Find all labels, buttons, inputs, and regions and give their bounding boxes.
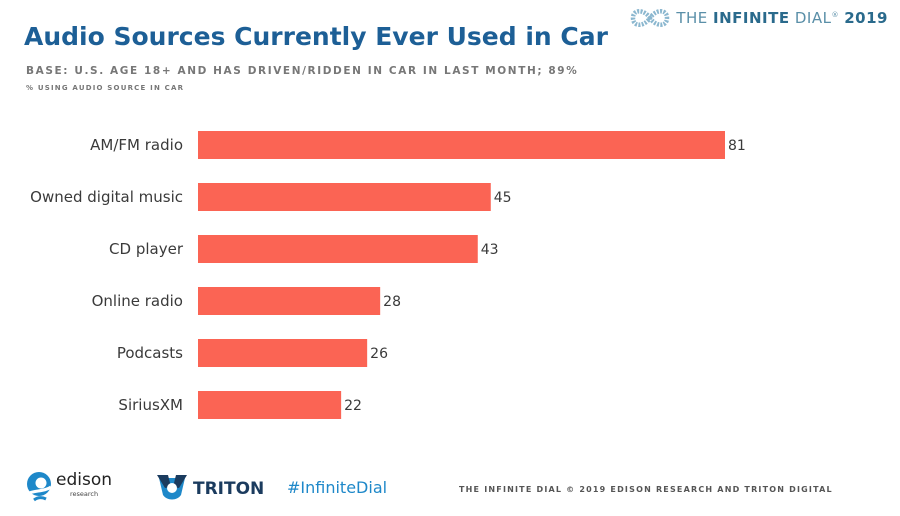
value-label: 45 xyxy=(494,190,512,206)
hashtag-link[interactable]: #InfiniteDial xyxy=(287,478,388,497)
category-label: Owned digital music xyxy=(30,188,183,206)
bar-chart: AM/FM radio 81 Owned digital music 45 CD pla… xyxy=(30,131,746,419)
bar-owned-digital-music xyxy=(198,183,491,211)
edison-logo-icon xyxy=(26,472,52,502)
bar-siriusxm xyxy=(198,391,342,419)
category-label: Podcasts xyxy=(117,344,183,362)
copyright-text: THE INFINITE DIAL © 2019 EDISON RESEARCH… xyxy=(459,485,833,494)
value-label: 26 xyxy=(370,346,388,362)
category-label: CD player xyxy=(109,240,184,258)
edison-logo: edison research xyxy=(24,468,112,502)
chart-base-note: BASE: U.S. AGE 18+ AND HAS DRIVEN/RIDDEN… xyxy=(26,65,579,77)
triton-wordmark: TRITON xyxy=(193,479,265,499)
value-label: 81 xyxy=(728,138,746,154)
value-label: 43 xyxy=(481,242,499,258)
triton-logo-icon xyxy=(157,475,187,500)
category-label: Online radio xyxy=(92,292,183,310)
value-label: 22 xyxy=(344,398,362,414)
chart-unit-note: % USING AUDIO SOURCE IN CAR xyxy=(26,84,185,92)
category-label: SiriusXM xyxy=(118,396,183,414)
infinity-logo-icon xyxy=(631,9,670,27)
triton-logo: TRITON xyxy=(155,473,264,505)
bar-cd-player xyxy=(198,235,478,263)
edison-subtitle: research xyxy=(69,490,99,498)
bar-am-fm-radio xyxy=(198,131,725,159)
infinite-dial-brand: THE INFINITE DIAL® 2019 xyxy=(630,8,888,28)
value-label: 28 xyxy=(383,294,401,310)
chart-title: Audio Sources Currently Ever Used in Car xyxy=(24,22,608,51)
bar-online-radio xyxy=(198,287,381,315)
bar-podcasts xyxy=(198,339,368,367)
edison-wordmark: edison xyxy=(56,470,113,490)
brand-wordmark: THE INFINITE DIAL® 2019 xyxy=(676,9,888,27)
category-label: AM/FM radio xyxy=(90,136,183,154)
